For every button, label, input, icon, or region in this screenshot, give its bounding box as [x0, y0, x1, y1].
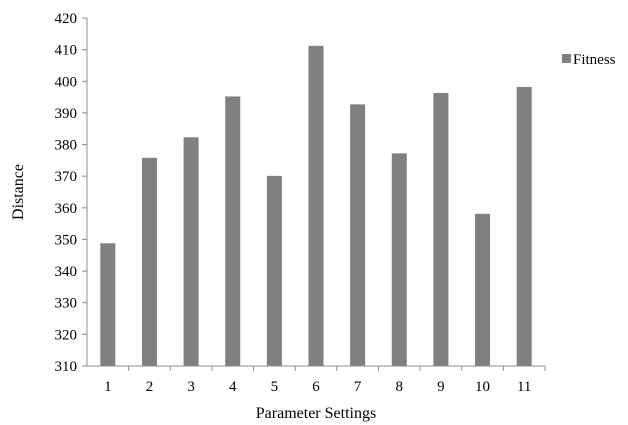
x-tick-label: 1: [104, 379, 112, 395]
x-tick-label: 4: [229, 379, 237, 395]
y-tick-label: 360: [55, 201, 78, 217]
y-tick-label: 350: [55, 232, 78, 248]
legend-label-fitness: Fitness: [573, 52, 616, 68]
x-tick-label: 9: [437, 379, 445, 395]
bar-group: [100, 45, 532, 367]
y-axis-ticks: 310 320 330 340 350 360 370 380 390 400 410 420: [55, 11, 87, 375]
y-tick-label: 390: [55, 106, 78, 122]
x-tick-label: 10: [475, 379, 490, 395]
x-tick-label: 11: [517, 379, 531, 395]
bar-fitness-9: [433, 92, 449, 366]
bar-fitness-10: [475, 213, 491, 366]
bar-fitness-6: [308, 45, 324, 367]
y-tick-label: 380: [55, 138, 78, 154]
y-axis-title: Distance: [10, 164, 27, 220]
bar-fitness-1: [100, 243, 116, 366]
y-tick-label: 410: [55, 43, 78, 59]
x-tick-label: 5: [271, 379, 279, 395]
y-tick-label: 340: [55, 264, 78, 280]
x-tick-label: 3: [187, 379, 195, 395]
bar-fitness-4: [225, 96, 241, 366]
y-tick-label: 320: [55, 327, 78, 343]
bar-fitness-3: [183, 137, 199, 366]
y-tick-label: 330: [55, 296, 78, 312]
x-tick-label: 6: [312, 379, 320, 395]
x-tick-label: 2: [146, 379, 154, 395]
y-tick-label: 400: [55, 74, 78, 90]
legend: Fitness: [562, 52, 616, 68]
bar-fitness-11: [516, 86, 532, 366]
y-tick-label: 370: [55, 169, 78, 185]
x-axis-ticks: 1 2 3 4 5 6 7 8 9 10 11: [104, 366, 546, 395]
x-tick-label: 7: [354, 379, 362, 395]
x-axis-title: Parameter Settings: [256, 405, 376, 422]
bar-fitness-2: [141, 157, 157, 366]
bar-fitness-5: [266, 175, 282, 366]
x-tick-label: 8: [396, 379, 404, 395]
bar-fitness-7: [350, 104, 366, 366]
bar-fitness-8: [391, 153, 407, 366]
legend-swatch-fitness: [562, 54, 571, 63]
y-tick-label: 310: [55, 359, 78, 375]
y-tick-label: 420: [55, 11, 78, 27]
